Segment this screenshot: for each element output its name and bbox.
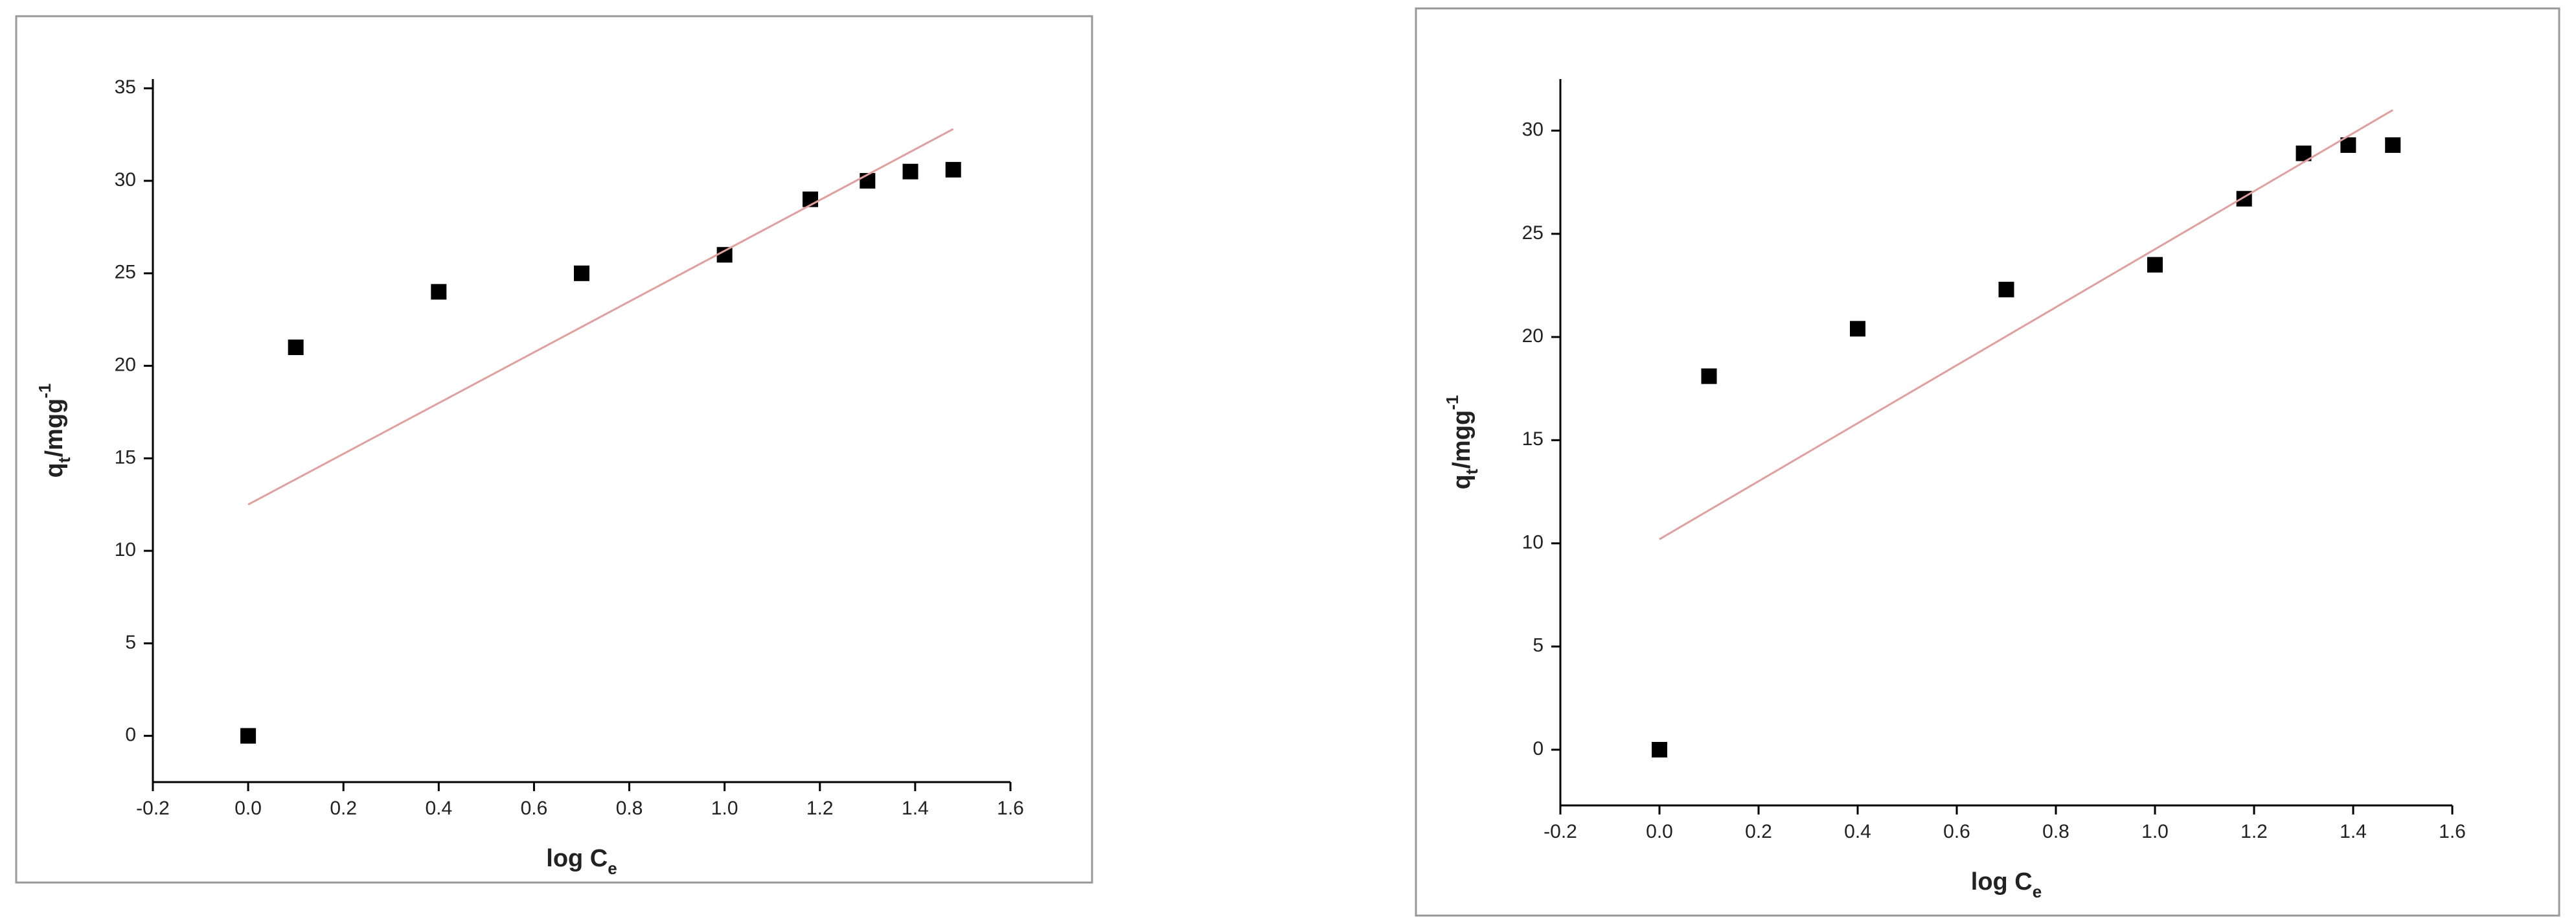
y-axis-label-part: /mgg [41,398,68,457]
y-tick-label: 10 [1522,531,1544,553]
x-tick-label: 1.4 [2340,821,2367,842]
y-axis-label-part: t [54,457,74,463]
y-tick-label: 35 [115,76,136,98]
y-tick-label: 20 [1522,325,1544,347]
chart: -0.2 0.0 0.2 0.4 0.6 0.8 1.0 1.2 1.4 1.6 0 5 10 15 20 2… [1442,79,2466,901]
x-axis-label-part: log C [546,845,608,872]
x-tick-label: 0.2 [330,798,357,819]
y-tick-label: 25 [1522,222,1544,244]
panel-frame [1415,7,2560,917]
y-tick-label: 15 [1522,428,1544,450]
y-tick-label: 10 [115,539,136,560]
y-axis-label-part: -1 [1442,395,1462,410]
y-axis-label-part: /mgg [1448,410,1476,469]
x-tick-label: 0.6 [1943,821,1970,842]
x-tick-label: 0.4 [1844,821,1871,842]
x-tick-label: 1.0 [2141,821,2169,842]
data-point [716,247,733,263]
y-tick-label: 30 [1522,119,1544,141]
x-tick-label: 1.6 [997,798,1024,819]
y-axis-label: qt/mgg-1 [1442,395,1481,490]
x-tick-label: 1.4 [902,798,929,819]
x-tick-label: 0.8 [2042,821,2069,842]
chart: -0.2 0.0 0.2 0.4 0.6 0.8 1.0 1.2 1.4 1.6 0 5 10 15 20 2… [35,76,1024,878]
x-axis-label-part: e [2033,882,2042,901]
y-axis-label-part: -1 [35,384,54,398]
x-axis-label: log Ce [546,845,617,878]
data-point [902,163,918,179]
x-tick-label: 1.2 [2240,821,2268,842]
data-point [240,728,256,744]
y-tick-label: 30 [115,169,136,191]
data-point [1701,368,1717,384]
data-point [1998,281,2014,297]
y-tick-label: 0 [1533,738,1544,759]
data-point [288,340,304,356]
x-tick-label: 0.0 [1646,821,1673,842]
y-tick-label: 25 [115,262,136,283]
fit-line [1659,109,2393,540]
y-axis-label-part: t [1462,468,1481,474]
x-tick-label: -0.2 [1544,821,1577,842]
y-tick-label: 5 [125,632,136,653]
y-tick-label: 0 [125,724,136,746]
data-point [1850,321,1865,337]
data-point [2147,257,2163,273]
x-tick-label: 1.2 [806,798,834,819]
y-axis-label-part: q [41,463,68,478]
x-tick-label: 0.2 [1745,821,1772,842]
fit-line [247,128,954,506]
x-tick-label: 1.6 [2439,821,2466,842]
data-point [2385,137,2401,153]
y-axis-label: qt/mgg-1 [35,384,74,478]
panel-frame [15,15,1093,884]
data-point [431,284,447,300]
x-tick-label: 0.6 [521,798,548,819]
y-tick-label: 5 [1533,635,1544,656]
x-tick-label: 1.0 [711,798,738,819]
data-point [945,161,961,178]
y-tick-label: 20 [115,354,136,375]
x-tick-label: -0.2 [136,798,170,819]
x-tick-label: 0.8 [616,798,643,819]
x-tick-label: 0.0 [234,798,262,819]
x-axis-label-part: e [608,859,617,878]
data-point [1652,742,1667,758]
x-axis-label-part: log C [1971,868,2033,895]
y-axis-label-part: q [1448,474,1476,489]
x-tick-label: 0.4 [425,798,452,819]
x-axis-label: log Ce [1971,868,2042,901]
y-tick-label: 15 [115,446,136,468]
data-point [574,265,589,281]
